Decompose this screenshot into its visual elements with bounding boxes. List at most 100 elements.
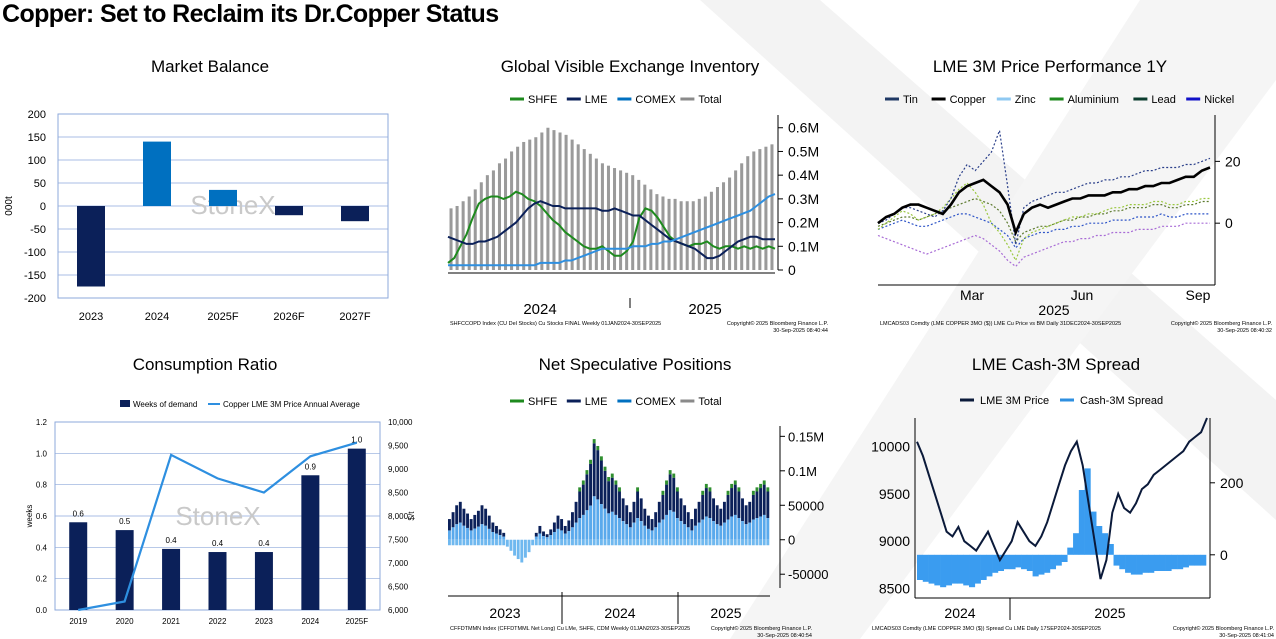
spread-bar: [1061, 554, 1068, 562]
lme-bar: [552, 522, 556, 532]
shfe-bar: [451, 539, 455, 546]
shfe-bar: [722, 539, 726, 546]
legend-label-weeks-of-demand: Weeks of demand: [133, 400, 197, 409]
shfe-bar: [643, 539, 647, 546]
x-year-label: 2025: [1094, 605, 1125, 621]
green-cap: [592, 439, 596, 444]
series-line-lme-3m-price: [916, 417, 1208, 580]
green-cap: [766, 487, 770, 492]
spread-bar: [1142, 554, 1149, 573]
lme-bar: [563, 525, 567, 534]
spread-bar: [957, 554, 964, 584]
y-tick-label: 0.1M: [788, 238, 819, 254]
lme-bar: [665, 484, 668, 515]
spread-bar: [1188, 554, 1195, 566]
x-tick-label: 2026F: [273, 311, 304, 323]
spread-bar: [922, 554, 929, 582]
spread-bar: [1026, 554, 1033, 571]
comex-bar: [487, 528, 491, 540]
y-tick-label-right: 0: [1220, 547, 1228, 563]
y2-tick-label: 8,500: [388, 489, 409, 498]
spread-bar: [1125, 554, 1132, 573]
total-bar: [709, 191, 713, 270]
comex-bar: [480, 524, 484, 540]
lme-bar: [610, 477, 614, 512]
y-tick-label: 0.2M: [788, 215, 819, 231]
consumption-ratio-chart: Weeks of demand Copper LME 3M Price Annua…: [25, 400, 416, 626]
lme-bar: [661, 494, 665, 520]
comex-bar: [748, 522, 752, 540]
comex-bar: [690, 530, 694, 540]
shfe-bar: [650, 539, 654, 546]
data-label: 0.4: [166, 536, 178, 545]
shfe-bar: [545, 539, 549, 546]
shfe-bar: [759, 539, 763, 546]
total-bar: [564, 134, 568, 270]
comex-bar: [643, 525, 647, 540]
bar-2023: [254, 552, 273, 610]
green-cap: [610, 473, 614, 478]
footer-timestamp: 30-Sep-2025 08:41:04: [1219, 633, 1274, 639]
lme-bar: [697, 501, 701, 523]
shfe-bar: [484, 539, 488, 546]
shfe-bar: [513, 539, 517, 556]
lme-bar: [726, 494, 730, 520]
spread-bar: [934, 554, 941, 586]
spread-bar: [917, 554, 924, 580]
comex-bar: [726, 519, 730, 540]
shfe-bar: [520, 539, 524, 563]
lme-bar: [751, 494, 755, 520]
total-bar: [691, 201, 695, 270]
comex-bar: [632, 522, 636, 540]
x-tick-label: 2022: [209, 617, 227, 626]
comex-bar: [458, 522, 462, 540]
y-axis-label: 000t: [4, 196, 15, 216]
bar-2021: [162, 548, 181, 610]
spread-bar: [951, 554, 958, 584]
shfe-bar: [523, 539, 527, 558]
shfe-bar: [563, 539, 567, 546]
lme-bar: [578, 491, 582, 519]
y-tick-label: -100: [24, 247, 46, 259]
total-bar: [576, 144, 580, 270]
total-bar: [619, 170, 623, 270]
spread-bar: [1194, 554, 1201, 566]
comex-bar: [466, 527, 469, 540]
y2-axis-label: $/t: [407, 511, 416, 521]
comex-bar: [589, 505, 592, 540]
lme-bar: [708, 491, 712, 519]
comex-bar: [473, 528, 477, 540]
y-tick-label: 150: [28, 132, 46, 144]
spread-bar: [1119, 554, 1126, 570]
lme-bar: [632, 501, 636, 523]
legend-label-lme: LME: [585, 94, 608, 106]
shfe-bar: [476, 539, 480, 546]
lme-bar: [683, 505, 687, 525]
spread-bar: [980, 554, 987, 580]
comex-bar: [712, 521, 716, 540]
shfe-bar: [636, 539, 640, 546]
green-cap: [704, 483, 708, 489]
bar-2024: [301, 475, 320, 610]
shfe-bar: [715, 539, 719, 546]
shfe-bar: [473, 539, 477, 546]
total-bar: [455, 205, 459, 270]
shfe-bar: [741, 539, 744, 546]
green-cap: [661, 490, 665, 495]
comex-bar: [668, 510, 672, 540]
legend-label-cash-3m-spread: Cash-3M Spread: [1080, 395, 1163, 407]
comex-bar: [737, 518, 741, 540]
shfe-bar: [581, 539, 585, 546]
y-tick-label: 0.1M: [788, 464, 817, 479]
y-tick-label: 0: [788, 533, 795, 548]
footer-source: LMCADS03 Comdty (LME COPPER 3MO ($)) LME…: [880, 321, 1121, 327]
lme-bar: [614, 484, 618, 515]
total-bar: [673, 198, 677, 270]
comex-bar: [614, 514, 618, 540]
series-line-tin: [877, 130, 1211, 245]
lme-bar: [654, 512, 658, 528]
total-bar: [625, 172, 629, 270]
lme-bar: [628, 512, 632, 528]
green-cap: [762, 480, 766, 485]
x-tick-label: Jun: [1071, 287, 1094, 303]
